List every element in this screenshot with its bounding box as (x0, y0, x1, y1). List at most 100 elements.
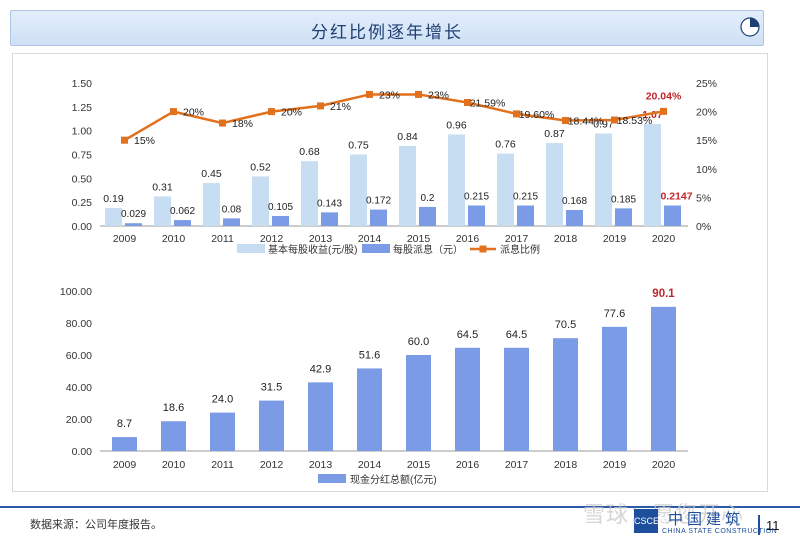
eps-bar (154, 196, 171, 226)
payout-ratio-label: 20% (183, 107, 204, 119)
cash-dividend-bar (357, 368, 382, 451)
eps-bar (546, 143, 563, 226)
legend-label-cash: 现金分红总额(亿元) (350, 473, 437, 486)
payout-ratio-marker (219, 119, 226, 127)
x-axis-tick-2: 2017 (505, 459, 529, 471)
payout-ratio-label: 20.04% (646, 90, 682, 102)
payout-ratio-label: 18.53% (617, 115, 653, 127)
left-axis-tick: 0.50 (72, 173, 93, 185)
x-axis-tick-2: 2011 (211, 459, 234, 471)
dps-bar (517, 205, 534, 226)
eps-data-label: 0.52 (250, 161, 271, 173)
dps-data-label: 0.215 (464, 192, 489, 203)
dps-data-label: 0.168 (562, 196, 587, 207)
payout-ratio-marker (415, 90, 422, 98)
cash-dividend-label: 64.5 (506, 329, 527, 341)
legend-label-dps: 每股派息（元） (393, 243, 463, 256)
page-title: 分红比例逐年增长 (311, 23, 463, 43)
payout-ratio-label: 23% (379, 89, 400, 101)
right-axis-tick: 15% (696, 135, 717, 147)
cash-dividend-bar (455, 347, 480, 451)
cash-dividend-bar (161, 421, 186, 451)
x-axis-tick: 2017 (505, 233, 529, 245)
brand-logo-icon: CSCEC (634, 509, 666, 533)
dps-bar (468, 205, 485, 226)
legend-swatch-cash (318, 474, 346, 483)
cash-dividend-bar (504, 347, 529, 451)
dps-bar (566, 209, 583, 226)
eps-data-label: 0.19 (103, 193, 124, 205)
legend-label-ratio: 派息比例 (500, 243, 540, 256)
payout-ratio-marker (660, 107, 667, 115)
left-axis-tick-2: 80.00 (66, 318, 92, 330)
x-axis-tick: 2009 (113, 233, 137, 245)
x-axis-tick: 2019 (603, 233, 627, 245)
eps-bar (350, 154, 367, 226)
dps-bar (223, 218, 240, 226)
cash-dividend-label: 70.5 (555, 319, 576, 331)
cash-dividend-label: 31.5 (261, 382, 282, 394)
cash-dividend-bar (406, 355, 431, 451)
eps-bar (497, 153, 514, 226)
dps-bar (321, 212, 338, 226)
cash-dividend-bar (210, 412, 235, 451)
dps-data-label: 0.2 (421, 193, 435, 204)
cash-dividend-bar (553, 338, 578, 451)
left-axis-tick: 0.25 (72, 197, 93, 209)
dps-data-label: 0.185 (611, 194, 636, 205)
x-axis-tick-2: 2010 (162, 459, 186, 471)
dps-bar (615, 208, 632, 226)
payout-ratio-label: 21.59% (470, 98, 506, 110)
legend-marker-ratio (479, 245, 487, 253)
eps-bar (105, 207, 122, 226)
x-axis-tick-2: 2012 (260, 459, 284, 471)
right-axis-tick: 20% (696, 107, 717, 119)
cash-dividend-bar (651, 306, 676, 451)
payout-ratio-label: 19.60% (519, 109, 555, 121)
payout-ratio-label: 18% (232, 118, 253, 130)
dps-bar (174, 220, 191, 226)
x-axis-tick-2: 2014 (358, 459, 382, 471)
eps-data-label: 0.96 (446, 119, 467, 131)
legend-swatch-eps (237, 244, 265, 253)
eps-data-label: 0.45 (201, 168, 222, 180)
left-axis-tick-2: 0.00 (72, 446, 93, 458)
x-axis-tick: 2011 (211, 233, 234, 245)
x-axis-tick: 2015 (407, 233, 431, 245)
page-separator (758, 515, 760, 535)
cash-dividend-label: 24.0 (212, 394, 233, 406)
x-axis-tick-2: 2009 (113, 459, 137, 471)
left-axis-tick: 1.50 (72, 78, 93, 90)
x-axis-tick: 2012 (260, 233, 284, 245)
cash-dividend-label: 90.1 (652, 288, 675, 300)
cash-dividend-label: 18.6 (163, 402, 184, 414)
payout-ratio-line (123, 93, 664, 142)
cash-dividend-bar (259, 400, 284, 451)
left-axis-tick: 0.75 (72, 150, 93, 162)
cash-dividend-label: 51.6 (359, 349, 380, 361)
payout-ratio-label: 15% (134, 135, 155, 147)
eps-data-label: 0.75 (348, 140, 369, 152)
brand-name-en: CHINA STATE CONSTRUCTION (662, 528, 778, 535)
left-axis-tick-2: 20.00 (66, 414, 92, 426)
eps-data-label: 0.97 (593, 119, 614, 131)
watermark-text: 雪球：愿您开心 (583, 503, 745, 528)
x-axis-tick-2: 2016 (456, 459, 480, 471)
dps-bar (419, 206, 436, 226)
x-axis-tick: 2013 (309, 233, 333, 245)
right-axis-tick: 25% (696, 78, 717, 90)
x-axis-tick: 2010 (162, 233, 186, 245)
right-axis-tick: 5% (696, 192, 711, 204)
payout-ratio-marker (513, 110, 520, 118)
cash-dividend-label: 8.7 (117, 418, 132, 430)
cash-dividend-bar (112, 437, 137, 451)
x-axis-tick: 2018 (554, 233, 578, 245)
eps-bar (595, 133, 612, 226)
payout-ratio-label: 23% (428, 89, 449, 101)
left-axis-tick: 1.00 (72, 126, 93, 138)
x-axis-tick-2: 2019 (603, 459, 627, 471)
brand-name-cn: 中国建筑 (668, 510, 745, 528)
left-axis-tick-2: 40.00 (66, 382, 92, 394)
source-note: 数据来源：公司年度报告。 (30, 518, 162, 531)
x-axis-tick: 2014 (358, 233, 382, 245)
